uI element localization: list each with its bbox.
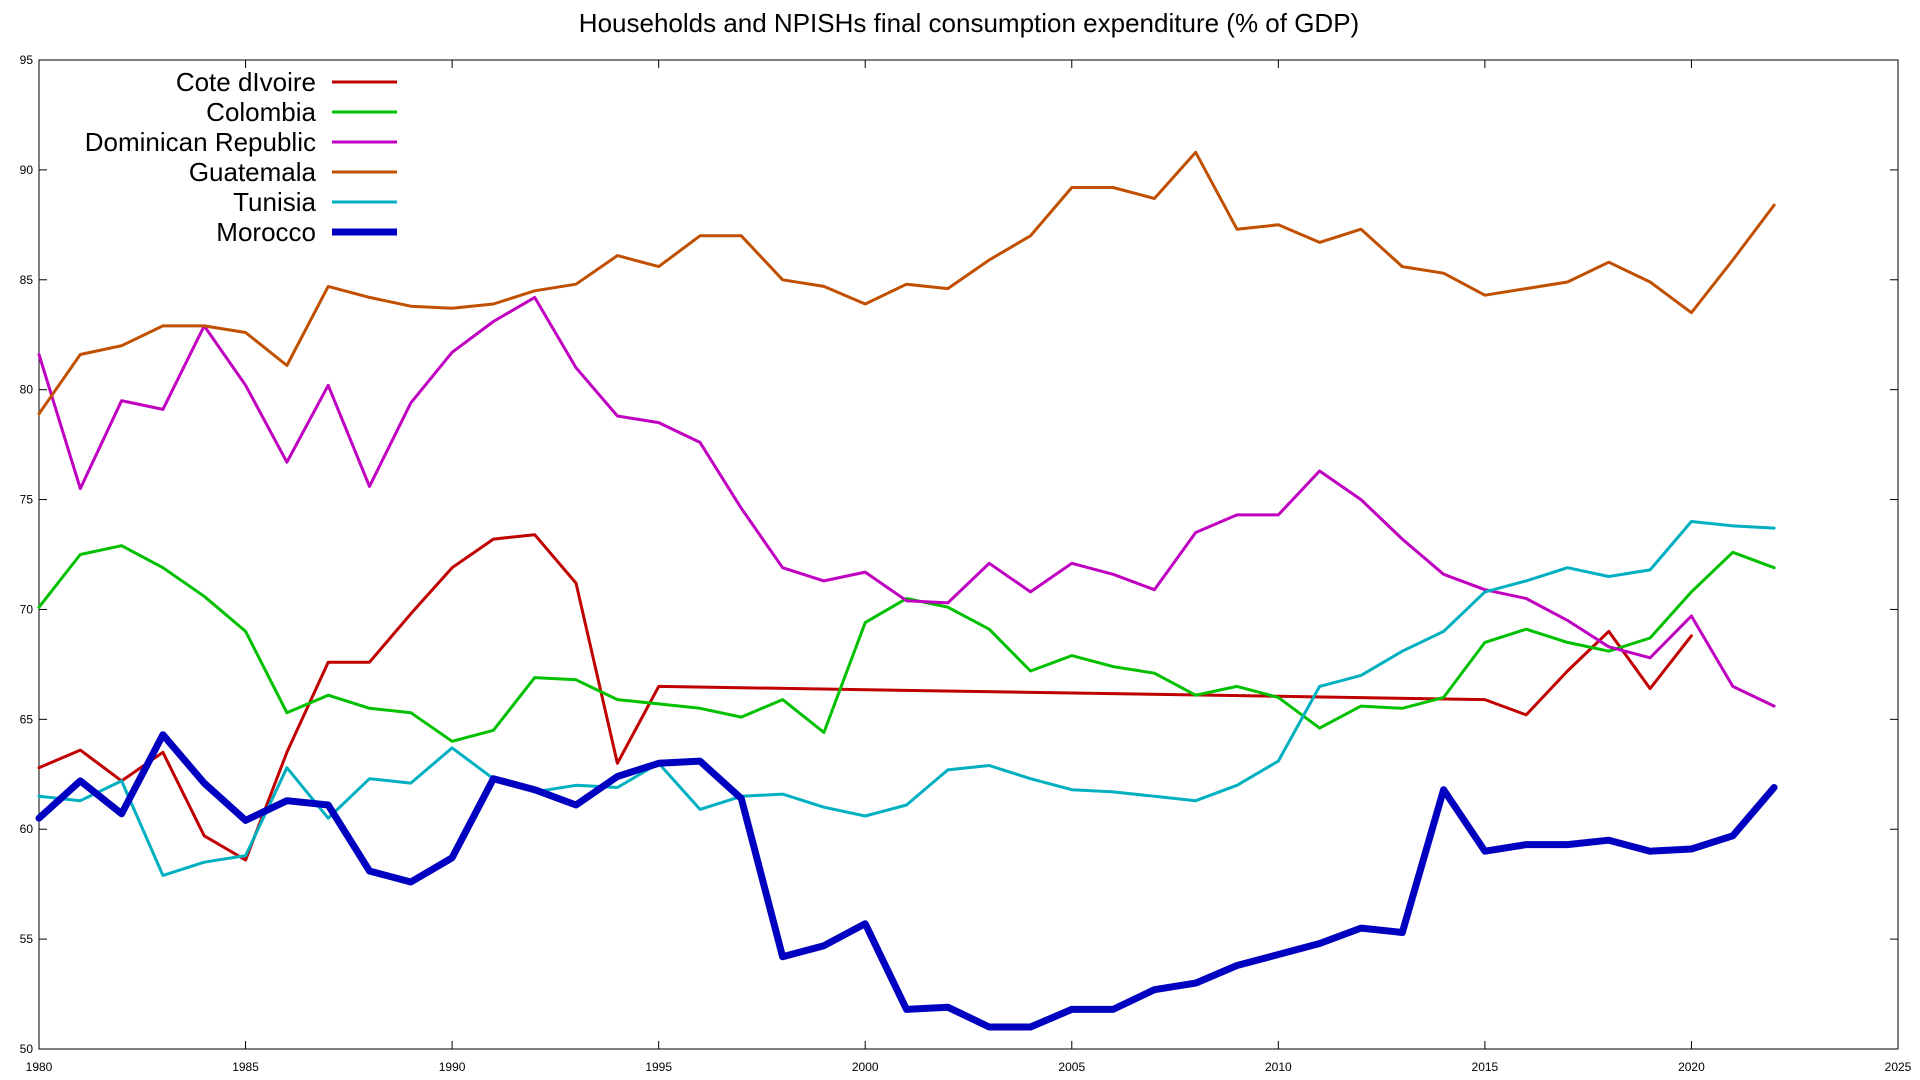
y-tick-label: 60 xyxy=(20,822,34,836)
x-tick-label: 1990 xyxy=(439,1060,466,1074)
series-line-morocco xyxy=(35,731,1778,1031)
y-tick-label: 65 xyxy=(20,712,34,726)
y-tick-label: 55 xyxy=(20,932,34,946)
x-tick-label: 2015 xyxy=(1472,1060,1499,1074)
series-line-colombia xyxy=(37,544,1776,743)
y-tick-label: 85 xyxy=(20,273,34,287)
axes: 1980 1985 1990 1995 2000 2005 2010 2015 2020 2025… xyxy=(20,53,1912,1074)
legend-label-dominican-republic: Dominican Republic xyxy=(85,127,316,157)
legend-label-guatemala: Guatemala xyxy=(189,157,317,187)
x-tick-label: 1995 xyxy=(645,1060,672,1074)
x-tick-label: 1985 xyxy=(232,1060,259,1074)
series-line-guatemala xyxy=(37,150,1776,416)
x-tick-label: 2010 xyxy=(1265,1060,1292,1074)
x-tick-label: 1980 xyxy=(26,1060,53,1074)
legend-label-cote-divoire: Cote dIvoire xyxy=(176,67,316,97)
series-line-cote-divoire xyxy=(37,533,1693,862)
legend-label-colombia: Colombia xyxy=(206,97,316,127)
x-tick-label: 2025 xyxy=(1885,1060,1912,1074)
y-tick-label: 70 xyxy=(20,602,34,616)
series-line-tunisia xyxy=(37,520,1776,877)
series-layer xyxy=(35,150,1778,1031)
y-tick-label: 90 xyxy=(20,163,34,177)
plot-frame xyxy=(38,59,1899,1050)
legend-label-tunisia: Tunisia xyxy=(233,187,316,217)
x-tick-label: 2000 xyxy=(852,1060,879,1074)
chart-title: Households and NPISHs final consumption … xyxy=(579,8,1359,38)
y-tick-label: 50 xyxy=(20,1042,34,1056)
series-line-dominican-republic xyxy=(37,295,1776,708)
y-tick-label: 75 xyxy=(20,493,34,507)
y-tick-label: 80 xyxy=(20,383,34,397)
y-tick-label: 95 xyxy=(20,53,34,67)
x-tick-label: 2005 xyxy=(1058,1060,1085,1074)
legend-label-morocco: Morocco xyxy=(216,217,316,247)
x-tick-label: 2020 xyxy=(1678,1060,1705,1074)
